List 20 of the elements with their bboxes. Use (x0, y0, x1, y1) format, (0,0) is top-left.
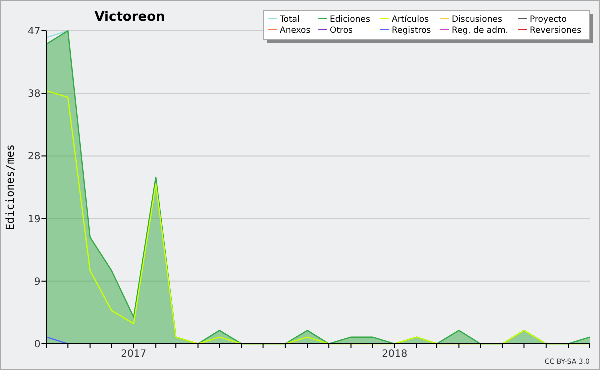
x-tick-label: 2017 (121, 349, 147, 360)
legend-label: Reversiones (530, 26, 582, 36)
x-tick-label: 2018 (382, 349, 408, 360)
chart-title: Victoreon (94, 10, 166, 25)
legend-label: Artículos (392, 14, 430, 25)
y-tick-label: 28 (28, 152, 41, 163)
y-tick-label: 47 (28, 26, 41, 38)
y-tick-label: 19 (28, 214, 41, 226)
y-tick-label: 0 (34, 340, 41, 350)
legend-label: Discusiones (452, 14, 504, 25)
legend-label: Total (279, 14, 300, 25)
legend-label: Reg. de adm. (452, 26, 508, 36)
legend-label: Anexos (280, 26, 312, 36)
y-axis-title: Ediciones/mes (4, 144, 17, 231)
y-tick-label: 9 (34, 276, 41, 288)
legend-label: Otros (330, 26, 354, 36)
legend-label: Registros (392, 26, 432, 36)
legend-label: Proyecto (530, 14, 567, 25)
y-tick-label: 38 (28, 89, 41, 100)
legend-label: Ediciones (330, 14, 371, 25)
